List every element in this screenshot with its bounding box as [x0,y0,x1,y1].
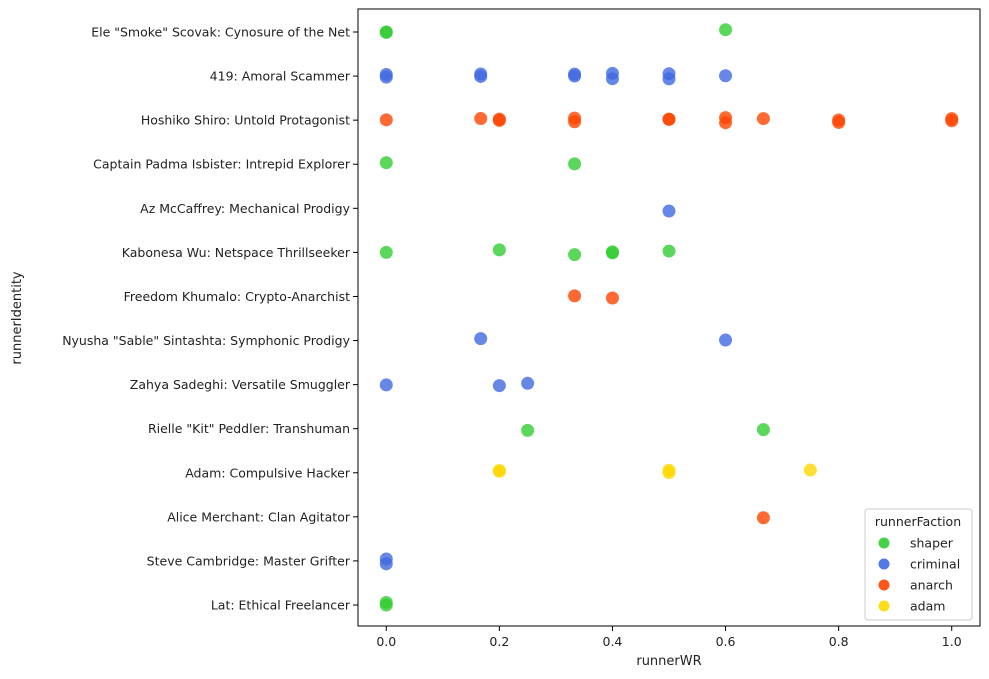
data-points [379,23,959,612]
data-point-shaper [379,156,393,170]
data-point-shaper [719,23,733,37]
data-point-criminal [719,69,733,83]
x-axis-label: runnerWR [636,654,701,669]
data-point-adam [492,464,506,478]
data-point-criminal [379,557,393,571]
y-tick-label: Alice Merchant: Clan Agitator [167,509,351,524]
y-tick-label: 419: Amoral Scammer [210,69,351,84]
y-tick-label: Nyusha "Sable" Sintashta: Symphonic Prod… [62,333,350,348]
y-tick-label: Steve Cambridge: Master Grifter [147,553,351,568]
data-point-anarch [474,112,488,126]
x-tick-label: 0.2 [489,634,509,649]
data-point-shaper [379,25,393,39]
data-point-shaper [605,245,619,259]
data-point-criminal [662,67,676,81]
data-point-anarch [832,113,846,127]
plot-area-frame [357,8,981,627]
data-point-criminal [662,204,676,218]
y-axis-label: runnerIdentity [10,271,25,365]
data-point-criminal [605,72,619,86]
x-tick-label: 0.6 [716,634,736,649]
data-point-shaper [568,157,582,171]
y-tick-label: Zahya Sadeghi: Versatile Smuggler [130,377,351,392]
data-point-criminal [521,376,535,390]
y-tick-label: Adam: Compulsive Hacker [185,465,351,480]
legend-marker-shaper [878,537,890,549]
data-point-anarch [756,511,770,525]
data-point-adam [803,463,817,477]
data-point-shaper [756,423,770,437]
data-point-anarch [945,114,959,128]
data-point-anarch [568,115,582,129]
x-tick-label: 0.4 [603,634,623,649]
y-tick-label: Rielle "Kit" Peddler: Transhuman [148,421,350,436]
legend-label-adam: adam [910,599,945,614]
data-point-anarch [379,113,393,127]
data-point-criminal [474,332,488,346]
legend-label-criminal: criminal [910,557,960,572]
data-point-shaper [492,243,506,257]
data-point-shaper [568,248,582,262]
legend-items: shaper criminal anarch adam [878,536,960,614]
y-tick-label: Freedom Khumalo: Crypto-Anarchist [124,289,350,304]
legend-marker-adam [878,600,890,612]
y-tick-label: Hoshiko Shiro: Untold Protagonist [141,113,350,128]
y-tick-label: Lat: Ethical Freelancer [211,598,351,613]
data-point-shaper [379,245,393,259]
data-point-criminal [379,378,393,392]
data-point-criminal [719,333,733,347]
x-tick-label: 0.0 [376,634,396,649]
y-tick-label: Kabonesa Wu: Netspace Thrillseeker [122,245,351,260]
data-point-anarch [568,289,582,303]
data-point-shaper [379,598,393,612]
data-point-anarch [719,116,733,130]
legend-marker-criminal [878,558,890,570]
axis-ticks: 0.0 0.2 0.4 0.6 0.8 1.0 Ele "Smoke" Scovak: Cy… [62,25,962,650]
legend-marker-anarch [878,579,890,591]
data-point-criminal [474,69,488,83]
y-tick-label: Captain Padma Isbister: Intrepid Explore… [93,157,351,172]
data-point-shaper [662,244,676,258]
data-point-adam [662,463,676,477]
data-point-criminal [379,70,393,84]
x-tick-label: 0.8 [829,634,849,649]
data-point-criminal [568,67,582,81]
legend: runnerFaction shaper criminal anarch adam [864,508,973,621]
data-point-anarch [662,112,676,126]
y-tick-label: Az McCaffrey: Mechanical Prodigy [140,201,350,216]
legend-label-shaper: shaper [910,536,954,551]
data-point-anarch [605,291,619,305]
legend-box [864,508,973,621]
data-point-anarch [492,112,506,126]
data-point-criminal [492,379,506,393]
x-tick-label: 1.0 [942,634,962,649]
legend-title: runnerFaction [875,514,961,529]
y-tick-label: Ele "Smoke" Scovak: Cynosure of the Net [91,25,350,40]
legend-label-anarch: anarch [910,578,953,593]
data-point-shaper [521,423,535,437]
data-point-anarch [756,112,770,126]
